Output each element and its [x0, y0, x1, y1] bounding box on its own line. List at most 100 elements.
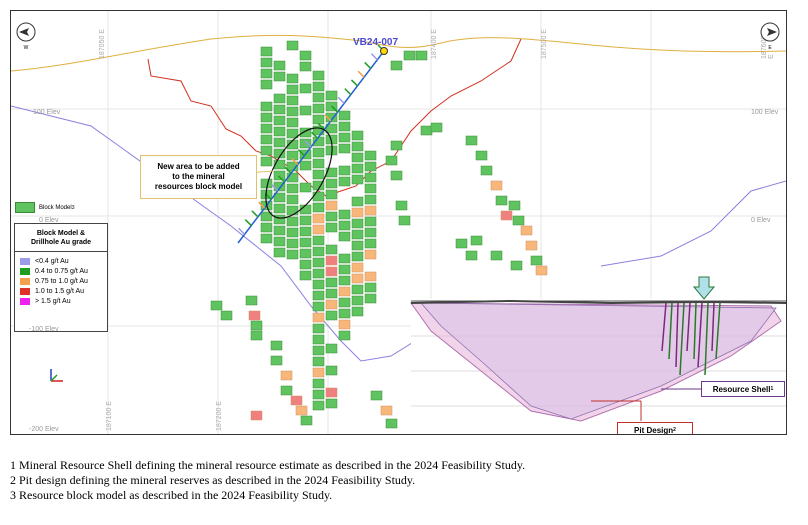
block-cell: [326, 212, 337, 221]
block-cell: [261, 102, 272, 111]
block-cell: [313, 203, 324, 212]
block-cell: [313, 324, 324, 333]
block-cell: [313, 379, 324, 388]
block-cell: [313, 170, 324, 179]
block-cell: [261, 58, 272, 67]
block-cell: [300, 183, 311, 192]
block-cell: [261, 80, 272, 89]
block-cell: [365, 195, 376, 204]
block-cell: [339, 331, 350, 340]
block-cell: [352, 307, 363, 316]
block-cell: [326, 201, 337, 210]
block-cell: [386, 419, 397, 428]
legend-title: Block Model & Drillhole Au grade: [15, 224, 107, 252]
block-cell: [287, 85, 298, 94]
block-cell: [339, 320, 350, 329]
block-cell: [271, 341, 282, 350]
block-cell: [526, 241, 537, 250]
block-cell: [313, 236, 324, 245]
block-cell: [313, 148, 324, 157]
block-cell: [274, 171, 285, 180]
compass-west-label: W: [15, 45, 37, 51]
block-cell: [326, 311, 337, 320]
legend-swatch: [20, 278, 30, 285]
callout-line: resources block model: [155, 182, 242, 192]
block-cell: [313, 93, 324, 102]
block-cell: [287, 206, 298, 215]
callout-line: to the mineral: [155, 172, 242, 182]
block-cell: [261, 146, 272, 155]
drillhole-label: VB24-007: [353, 37, 398, 48]
block-cell: [339, 221, 350, 230]
block-cell: [391, 61, 402, 70]
block-cell: [365, 272, 376, 281]
legend-title-line: Drillhole Au grade: [17, 238, 105, 247]
block-cell: [326, 91, 337, 100]
block-cell: [352, 175, 363, 184]
block-cell: [381, 406, 392, 415]
block-cell: [274, 72, 285, 81]
block-cell: [313, 280, 324, 289]
block-cell: [261, 135, 272, 144]
block-cell: [531, 256, 542, 265]
block-cell: [339, 111, 350, 120]
block-cell: [287, 239, 298, 248]
block-cell: [339, 254, 350, 263]
block-cell: [313, 159, 324, 168]
section-drawing: [11, 11, 786, 434]
block-cell: [371, 391, 382, 400]
block-cell: [313, 71, 324, 80]
block-cell: [251, 331, 262, 340]
block-cell: [476, 151, 487, 160]
block-cell: [391, 171, 402, 180]
block-cell: [431, 123, 442, 132]
block-cell: [274, 116, 285, 125]
easting-label: 187050 E: [99, 29, 106, 59]
block-cell: [416, 51, 427, 60]
legend-swatch: [20, 268, 30, 275]
block-cell: [301, 416, 312, 425]
footnote: 3 Resource block model as described in t…: [10, 488, 525, 503]
grade-tick: [245, 220, 251, 226]
block-cell: [313, 390, 324, 399]
block-cell: [339, 287, 350, 296]
legend-item: <0.4 g/t Au: [20, 256, 107, 266]
block-cell: [313, 214, 324, 223]
block-cell: [313, 82, 324, 91]
block-cell: [326, 388, 337, 397]
block-cell: [496, 196, 507, 205]
compass-east-icon: E: [759, 21, 781, 43]
block-cell: [261, 47, 272, 56]
block-cell: [300, 106, 311, 115]
legend-label: 1.0 to 1.5 g/t Au: [35, 288, 84, 295]
block-cell: [339, 232, 350, 241]
block-cell: [399, 216, 410, 225]
elevation-label: -200 Elev: [29, 426, 59, 433]
elevation-label: 0 Elev: [39, 217, 58, 224]
block-cell: [326, 399, 337, 408]
block-cell: [326, 256, 337, 265]
block-cell: [313, 368, 324, 377]
block-cell: [296, 406, 307, 415]
block-cell: [313, 247, 324, 256]
block-cell: [326, 366, 337, 375]
down-arrow: [694, 277, 714, 299]
elevation-label: -100 Elev: [29, 326, 59, 333]
callout-line: New area to be added: [155, 162, 242, 172]
block-model-legend: Block Model 3: [15, 202, 74, 213]
elevation-label: 100 Elev: [33, 109, 60, 116]
block-cell: [339, 144, 350, 153]
block-cell: [261, 113, 272, 122]
block-cell: [326, 300, 337, 309]
block-cell: [287, 250, 298, 259]
block-cell: [313, 302, 324, 311]
grade-tick: [338, 97, 344, 103]
block-cell: [287, 41, 298, 50]
block-model-label: Block Model: [39, 205, 72, 211]
block-cell: [352, 274, 363, 283]
block-cell: [261, 124, 272, 133]
block-cell: [274, 237, 285, 246]
block-cell: [339, 276, 350, 285]
block-cell: [352, 252, 363, 261]
block-cell: [313, 104, 324, 113]
